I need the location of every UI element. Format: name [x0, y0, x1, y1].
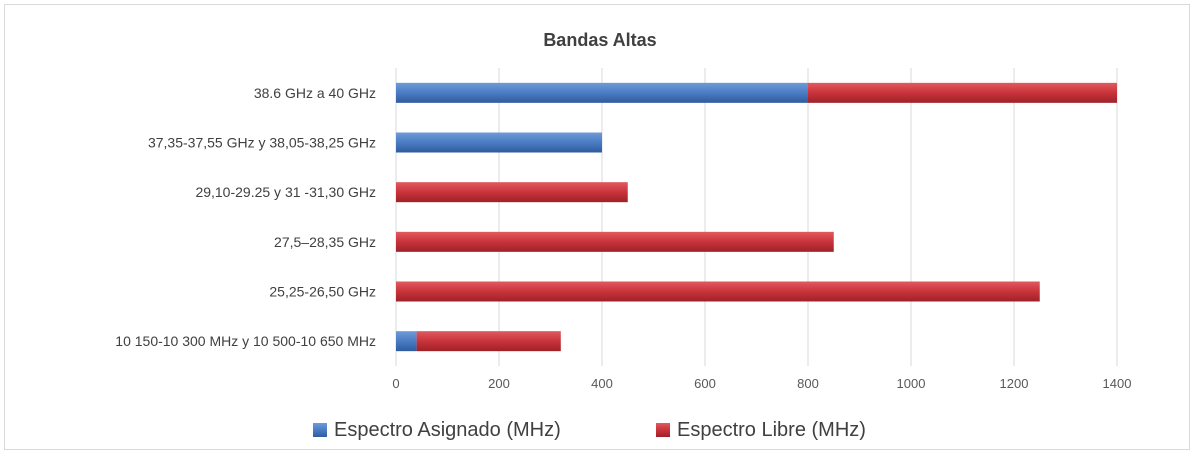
- legend-swatch: [313, 423, 327, 437]
- bars: [396, 82, 1117, 352]
- bar-espectro-libre: [396, 182, 628, 203]
- x-tick-label: 400: [591, 376, 613, 391]
- category-label: 38.6 GHz a 40 GHz: [254, 85, 376, 101]
- x-tick-label: 1000: [897, 376, 926, 391]
- legend-label: Espectro Asignado (MHz): [334, 419, 561, 441]
- category-label: 10 150-10 300 MHz y 10 500-10 650 MHz: [115, 333, 376, 349]
- bar-espectro-libre: [396, 231, 834, 252]
- category-label: 27,5–28,35 GHz: [274, 234, 376, 250]
- x-tick-label: 600: [694, 376, 716, 391]
- category-labels: 38.6 GHz a 40 GHz 37,35-37,55 GHz y 38,05…: [115, 85, 376, 349]
- bar-espectro-asignado: [396, 82, 808, 103]
- bar-espectro-libre: [396, 281, 1040, 302]
- bar-espectro-asignado: [396, 132, 602, 153]
- bar-espectro-asignado: [396, 331, 417, 352]
- category-label: 25,25-26,50 GHz: [269, 284, 376, 300]
- legend-swatch: [656, 423, 670, 437]
- legend-label: Espectro Libre (MHz): [677, 419, 866, 441]
- x-tick-label: 800: [797, 376, 819, 391]
- chart-title: Bandas Altas: [543, 30, 656, 50]
- category-label: 37,35-37,55 GHz y 38,05-38,25 GHz: [148, 135, 376, 151]
- x-tick-labels: 0 200 400 600 800 1000 1200 1400: [392, 376, 1131, 391]
- x-tick-label: 1200: [1000, 376, 1029, 391]
- x-tick-label: 1400: [1103, 376, 1132, 391]
- bar-espectro-libre: [808, 82, 1117, 103]
- gridlines: [395, 68, 1118, 366]
- bar-espectro-libre: [416, 331, 561, 352]
- category-label: 29,10-29.25 y 31 -31,30 GHz: [195, 184, 376, 200]
- chart-frame: [4, 4, 1190, 450]
- legend: Espectro Asignado (MHz) Espectro Libre (M…: [313, 419, 866, 441]
- x-tick-label: 200: [488, 376, 510, 391]
- x-tick-label: 0: [392, 376, 399, 391]
